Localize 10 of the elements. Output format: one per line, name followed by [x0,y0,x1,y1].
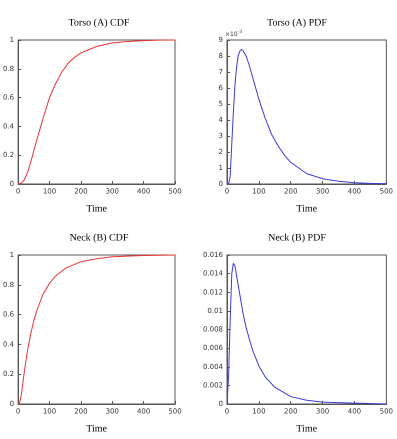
x-axis-title: Time [296,424,318,434]
chart-title: Torso (A) CDF [68,18,130,28]
x-axis-title: Time [86,204,108,214]
chart-title: Neck (B) PDF [268,232,326,244]
x-axis-title: Time [86,424,108,434]
chart-title: Neck (B) CDF [70,232,129,244]
x-axis-title: Time [296,204,318,214]
line-series [18,254,176,404]
line-series [18,40,176,184]
chart-title: Torso (A) PDF [267,18,328,28]
